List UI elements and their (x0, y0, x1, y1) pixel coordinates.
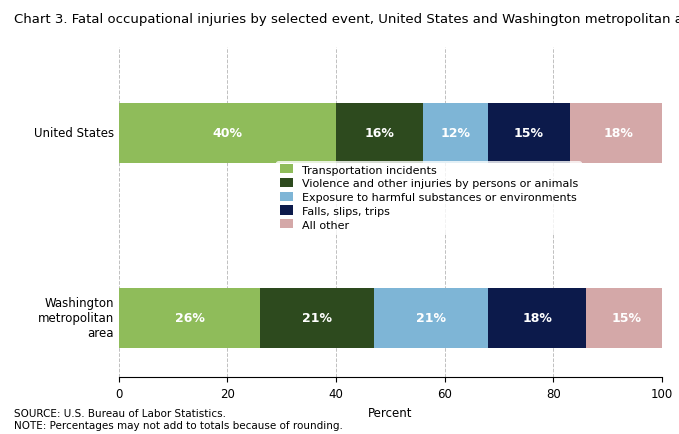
Text: 40%: 40% (213, 127, 242, 140)
Text: 16%: 16% (365, 127, 394, 140)
Text: 12%: 12% (441, 127, 471, 140)
Text: 15%: 15% (514, 127, 544, 140)
Text: Chart 3. Fatal occupational injuries by selected event, United States and Washin: Chart 3. Fatal occupational injuries by … (14, 13, 679, 26)
Bar (570, 104, 667, 163)
Text: 21%: 21% (302, 312, 332, 325)
Bar (119, 289, 260, 348)
Text: 26%: 26% (175, 312, 204, 325)
X-axis label: Percent: Percent (368, 406, 413, 419)
Legend: Transportation incidents, Violence and other injuries by persons or animals, Exp: Transportation incidents, Violence and o… (276, 161, 582, 233)
Text: SOURCE: U.S. Bureau of Labor Statistics.
NOTE: Percentages may not add to totals: SOURCE: U.S. Bureau of Labor Statistics.… (14, 408, 342, 430)
Bar (586, 289, 667, 348)
Text: 18%: 18% (522, 312, 552, 325)
Text: 21%: 21% (416, 312, 446, 325)
Text: 15%: 15% (612, 312, 642, 325)
Bar (336, 104, 423, 163)
Bar (488, 289, 586, 348)
Text: 18%: 18% (604, 127, 634, 140)
Bar (423, 104, 488, 163)
Bar (260, 289, 374, 348)
Bar (374, 289, 488, 348)
Bar (119, 104, 336, 163)
Bar (488, 104, 570, 163)
